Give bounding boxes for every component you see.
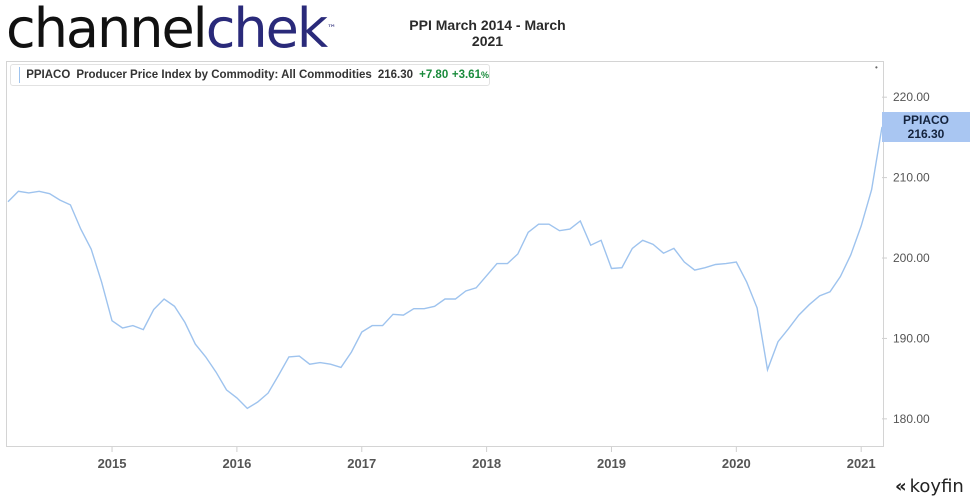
y-tick-label: 200.00 <box>893 251 930 265</box>
y-tick-label: 210.00 <box>893 171 930 185</box>
chart-title-line1: PPI March 2014 - March <box>409 17 566 33</box>
x-tick-label: 2017 <box>347 456 376 471</box>
legend-color-swatch <box>19 67 21 83</box>
y-tick-label: 180.00 <box>893 412 930 426</box>
x-tick-label: 2019 <box>597 456 626 471</box>
legend-change: +7.80 <box>419 69 449 81</box>
x-tick-label: 2015 <box>98 456 127 471</box>
y-tick-label: 190.00 <box>893 331 930 345</box>
koyfin-chevron-icon: « <box>895 476 907 497</box>
last-price-tag: PPIACO 216.30 <box>882 112 970 142</box>
channelchek-logo: channelchek™ <box>6 0 336 60</box>
series-line-ppiaco <box>7 126 883 410</box>
chart-title-line2: 2021 <box>471 33 504 49</box>
logo-text-channel: channel <box>6 0 208 60</box>
series-legend: PPIACO Producer Price Index by Commodity… <box>10 64 490 86</box>
legend-ticker: PPIACO <box>26 69 71 81</box>
x-tick-label: 2016 <box>222 456 251 471</box>
logo-text-chek: chek <box>205 0 328 60</box>
chart-title: PPI March 2014 - March 2021 <box>400 17 575 49</box>
legend-percent-sign: % <box>480 70 489 80</box>
price-tag-ticker: PPIACO <box>902 113 949 127</box>
x-tick-label: 2021 <box>847 456 876 471</box>
plot-area <box>6 61 884 447</box>
koyfin-logo: «koyfin <box>895 476 964 497</box>
koyfin-wordmark: koyfin <box>909 476 964 497</box>
trademark-mark: ™ <box>327 24 336 34</box>
legend-series-name: Producer Price Index by Commodity: All C… <box>76 69 372 81</box>
legend-last-value: 216.30 <box>377 69 414 81</box>
plot-corner-dot: • <box>875 63 878 72</box>
y-tick-label: 220.00 <box>893 90 930 104</box>
legend-change-percent: +3.61 <box>451 69 481 81</box>
x-tick-label: 2018 <box>472 456 501 471</box>
price-tag-value: 216.30 <box>907 127 945 141</box>
x-tick-label: 2020 <box>722 456 751 471</box>
